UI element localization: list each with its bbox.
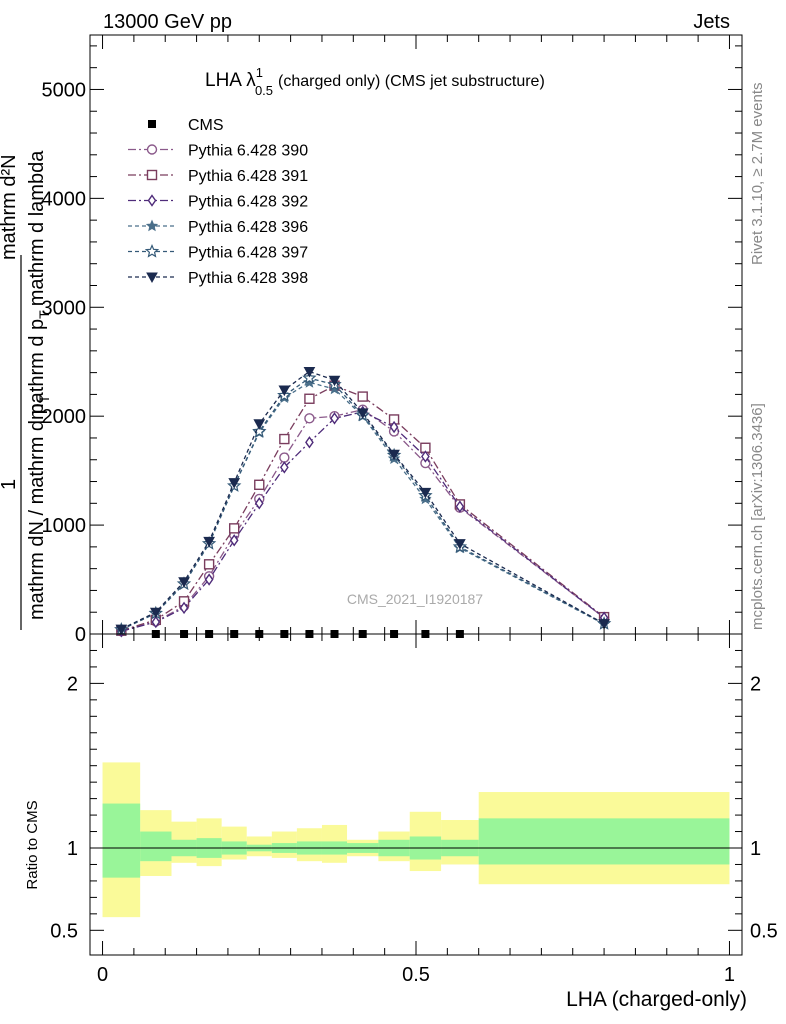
ratio-ylabel: Ratio to CMS bbox=[24, 800, 41, 889]
series-line bbox=[121, 408, 605, 632]
main-ytick-label: 3000 bbox=[42, 297, 87, 319]
ratio-ytick-label-right: 1 bbox=[750, 838, 761, 860]
ratio-xtick-label: 0.5 bbox=[402, 964, 430, 986]
analysis-watermark: CMS_2021_I1920187 bbox=[347, 591, 483, 607]
series-point bbox=[228, 523, 240, 534]
series-point bbox=[330, 412, 339, 425]
series-point bbox=[388, 449, 400, 461]
series-point bbox=[328, 382, 341, 395]
ratio-axes: 0.5 0.5 1 1 2 2 0 0.5 1 bbox=[50, 633, 778, 986]
legend-label: Pythia 6.428 390 bbox=[188, 143, 308, 160]
series-point bbox=[598, 619, 610, 630]
main-axes: 0 1000 2000 3000 4000 5000 bbox=[42, 34, 743, 646]
series-point bbox=[115, 624, 128, 636]
legend-label-cms: CMS bbox=[188, 117, 224, 134]
header-process-label: Jets bbox=[693, 11, 730, 33]
legend-label: Pythia 6.428 391 bbox=[188, 168, 308, 185]
ratio-band-inner bbox=[478, 818, 730, 865]
legend-label: Pythia 6.428 398 bbox=[188, 270, 308, 287]
main-ytick-label: 4000 bbox=[42, 188, 87, 210]
legend-marker bbox=[144, 243, 160, 258]
series-point bbox=[303, 367, 316, 378]
mcplots-reference-label: mcplots.cern.ch [arXiv:1306.3436] bbox=[749, 403, 766, 630]
legend-marker bbox=[146, 169, 158, 181]
series-pythia-6-428-398 bbox=[115, 367, 610, 636]
series-point bbox=[229, 534, 239, 547]
header-energy-label: 13000 GeV pp bbox=[103, 11, 232, 33]
series-point bbox=[356, 408, 369, 419]
ratio-ytick-label: 2 bbox=[67, 673, 78, 695]
ratio-ytick-label-right: 0.5 bbox=[750, 920, 778, 942]
series-line bbox=[121, 384, 605, 632]
main-ylabel: mathrm dN / mathrm d pT 1 mathrm d²N mat… bbox=[0, 150, 52, 630]
series-point bbox=[254, 479, 265, 490]
series-point bbox=[179, 601, 189, 615]
series-point bbox=[279, 452, 290, 463]
xlabel: LHA (charged-only) bbox=[566, 988, 747, 1011]
series-point bbox=[203, 559, 215, 570]
legend-label: Pythia 6.428 397 bbox=[188, 245, 308, 262]
series-point bbox=[204, 573, 214, 586]
series-point bbox=[278, 385, 291, 397]
series-point bbox=[228, 478, 241, 489]
series-point bbox=[305, 436, 314, 449]
series-point bbox=[254, 497, 264, 510]
series-point bbox=[389, 420, 399, 434]
legend-marker bbox=[145, 219, 159, 232]
series-point bbox=[304, 413, 315, 424]
main-ytick-label: 2000 bbox=[42, 406, 87, 428]
series-point bbox=[252, 423, 267, 438]
legend-marker bbox=[147, 194, 157, 207]
legend-label: Pythia 6.428 396 bbox=[188, 219, 308, 236]
main-ytick-label: 5000 bbox=[42, 79, 87, 101]
rivet-version-label: Rivet 3.1.10, ≥ 2.7M events bbox=[749, 83, 766, 266]
series-point bbox=[253, 419, 266, 430]
series-point bbox=[328, 375, 341, 387]
ratio-ytick-label: 1 bbox=[67, 838, 78, 860]
ylabel-denominator-2: mathrm d pTmathrm d lambda bbox=[26, 150, 52, 420]
ratio-band-inner bbox=[140, 831, 172, 862]
main-ytick-label: 0 bbox=[75, 624, 86, 646]
ratio-xtick-label: 0 bbox=[97, 964, 108, 986]
legend-marker bbox=[146, 272, 158, 284]
series-point bbox=[149, 607, 162, 619]
ratio-band-inner bbox=[102, 803, 141, 878]
series-point bbox=[151, 615, 161, 629]
series-point bbox=[279, 433, 290, 445]
series-point bbox=[178, 577, 190, 588]
series-line bbox=[121, 411, 605, 632]
ylabel-prefix: 1 bbox=[0, 479, 20, 490]
ylabel-numerator: mathrm d²N bbox=[0, 154, 20, 260]
ratio-ytick-label: 0.5 bbox=[50, 920, 78, 942]
legend-label: Pythia 6.428 392 bbox=[188, 194, 308, 211]
series-point bbox=[454, 539, 466, 550]
series-point bbox=[357, 391, 368, 402]
series-point bbox=[421, 450, 430, 463]
ratio-panel bbox=[102, 762, 730, 918]
series-line bbox=[121, 370, 605, 630]
legend-marker bbox=[146, 144, 158, 155]
series-point bbox=[304, 393, 315, 404]
legend: CMS Pythia 6.428 390 Pythia 6.428 391 Pythi… bbox=[128, 117, 308, 287]
ratio-xtick-label: 1 bbox=[724, 964, 735, 986]
series-point bbox=[203, 536, 215, 548]
main-ytick-label: 1000 bbox=[42, 515, 87, 537]
ylabel-denominator: mathrm dN / mathrm d pT bbox=[26, 394, 52, 620]
legend-marker-cms bbox=[148, 120, 156, 128]
main-series-group bbox=[114, 367, 612, 638]
ratio-ytick-label-right: 2 bbox=[750, 673, 761, 695]
series-point bbox=[279, 461, 289, 474]
series-point bbox=[455, 500, 465, 513]
series-point bbox=[419, 487, 432, 499]
chart-title: LHA λ1 0.5(charged only) (CMS jet substru… bbox=[205, 65, 545, 98]
